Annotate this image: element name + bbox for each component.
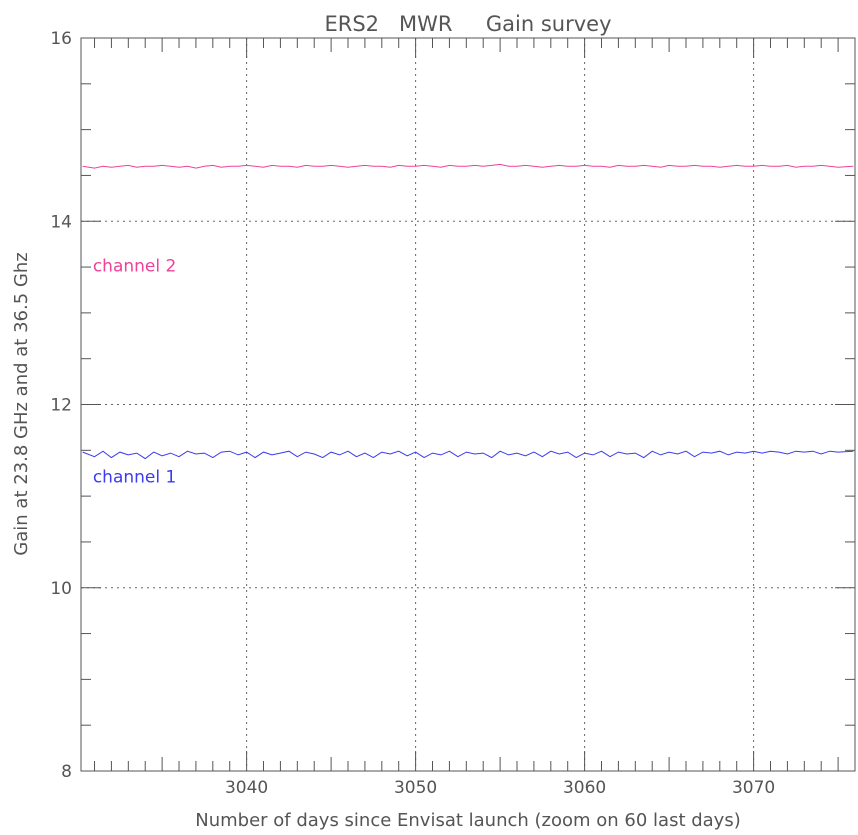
x-axis-label: Number of days since Envisat launch (zoo… (195, 810, 741, 831)
x-tick-label: 3060 (563, 778, 606, 798)
plot-frame (80, 37, 856, 772)
y-tick-label: 10 (50, 579, 72, 599)
chart-title: ERS2 MWR Gain survey (324, 12, 611, 36)
axis-ticks (81, 37, 856, 772)
y-tick-label: 14 (50, 212, 72, 232)
x-tick-label: 3050 (394, 778, 437, 798)
y-tick-label: 12 (50, 396, 72, 416)
x-tick-label: 3040 (225, 778, 268, 798)
y-tick-label: 16 (50, 29, 72, 49)
tick-labels: 3040 3050 3060 3070 8 10 12 14 16 (50, 29, 775, 798)
series-line-channel-1 (82, 450, 854, 460)
series-label-channel-1: channel 1 (93, 467, 177, 487)
series-label-channel-2: channel 2 (93, 257, 177, 277)
y-axis-label: Gain at 23.8 GHz and at 36.5 Ghz (11, 252, 32, 555)
x-tick-label: 3070 (732, 778, 775, 798)
grid-lines (81, 38, 855, 771)
series-labels: channel 1 channel 2 (93, 257, 177, 488)
series-lines (82, 163, 854, 460)
y-tick-label: 8 (61, 762, 72, 782)
series-line-channel-2 (82, 163, 854, 169)
